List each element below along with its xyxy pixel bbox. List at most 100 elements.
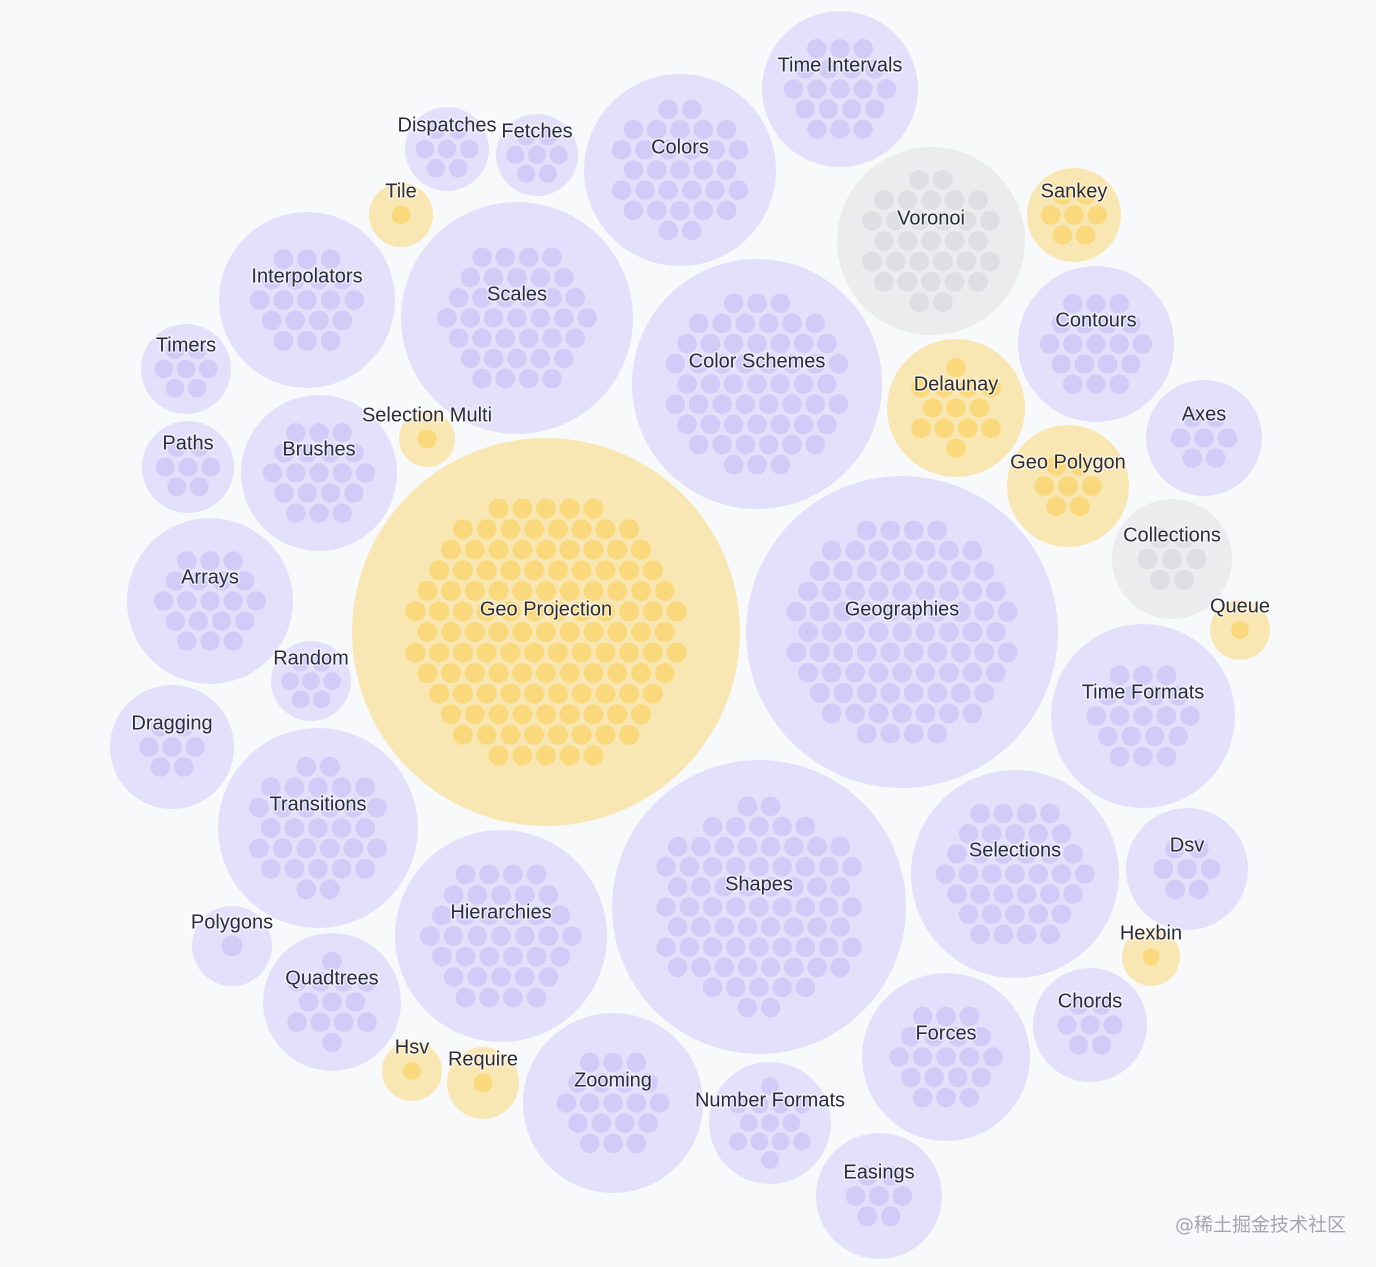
bubble-label: Scales	[487, 283, 547, 305]
bubble-dots	[473, 1073, 493, 1093]
bubble-label: Zooming	[574, 1069, 652, 1091]
bubble-label: Fetches	[501, 120, 572, 142]
bubble-polygons[interactable]: Polygons	[189, 906, 275, 986]
bubble-label: Shapes	[725, 873, 793, 895]
bubble-label: Easings	[843, 1161, 914, 1183]
bubble-dots	[249, 249, 365, 351]
bubble-zooming[interactable]: Zooming	[523, 1013, 703, 1193]
bubble-dots	[221, 935, 243, 957]
bubble-dots	[1057, 995, 1123, 1055]
bubble-label: Hsv	[395, 1036, 429, 1058]
bubble-forces[interactable]: Forces	[862, 973, 1030, 1141]
bubble-dots	[783, 39, 897, 139]
bubble-label: Number Formats	[695, 1089, 845, 1111]
bubble-quadtrees[interactable]: Quadtrees	[263, 933, 401, 1071]
bubble-dots	[1153, 838, 1221, 900]
bubble-label: Hexbin	[1120, 922, 1182, 944]
bubble-label: Selection Multi	[362, 404, 492, 426]
bubble-dots	[391, 205, 411, 225]
bubble-shapes[interactable]: Shapes	[612, 760, 906, 1054]
bubble-dots	[1231, 621, 1249, 639]
bubble-require[interactable]: Require	[446, 1047, 520, 1119]
bubble-voronoi[interactable]: Voronoi	[837, 147, 1025, 335]
watermark: @稀土掘金技术社区	[1174, 1214, 1346, 1236]
bubble-time-formats[interactable]: Time Formats	[1051, 624, 1235, 808]
bubble-label: Contours	[1055, 309, 1136, 331]
bubble-collections[interactable]: Collections	[1112, 499, 1232, 619]
bubble-label: Axes	[1182, 403, 1226, 425]
bubble-geo-projection[interactable]: Geo Projection	[352, 438, 740, 826]
bubble-label: Geographies	[845, 598, 960, 620]
bubble-random[interactable]: Random	[271, 641, 351, 721]
bubble-label: Dispatches	[398, 114, 497, 136]
bubble-queue[interactable]: Queue	[1208, 594, 1272, 660]
bubble-dots	[845, 1165, 913, 1227]
bubble-dots	[155, 437, 221, 497]
bubble-dots	[403, 1062, 421, 1080]
bubble-axes[interactable]: Axes	[1146, 380, 1262, 496]
bubble-dots	[287, 951, 377, 1053]
bubble-dots	[611, 99, 749, 241]
bubble-dots	[729, 1077, 811, 1169]
bubble-label: Random	[273, 647, 349, 669]
bubble-dots	[556, 1052, 670, 1154]
bubble-label: Arrays	[181, 566, 239, 588]
bubble-dots	[281, 653, 341, 709]
bubble-interpolators[interactable]: Interpolators	[219, 212, 395, 388]
bubble-label: Voronoi	[897, 207, 965, 229]
bubble-label: Transitions	[269, 793, 366, 815]
bubble-tile[interactable]: Tile	[369, 179, 433, 247]
bubble-dots	[862, 169, 1000, 313]
bubble-label: Paths	[162, 432, 213, 454]
bubble-label: Timers	[156, 334, 216, 356]
bubble-dots	[1170, 408, 1238, 469]
bubble-color-schemes[interactable]: Color Schemes	[632, 259, 882, 509]
bubble-arrays[interactable]: Arrays	[127, 518, 293, 684]
bubble-time-intervals[interactable]: Time Intervals	[762, 11, 918, 167]
bubble-dsv[interactable]: Dsv	[1126, 808, 1248, 930]
bubble-hsv[interactable]: Hsv	[382, 1035, 442, 1101]
bubble-dragging[interactable]: Dragging	[110, 685, 234, 809]
bubble-label: Require	[448, 1048, 518, 1070]
bubble-dots	[1041, 185, 1107, 245]
bubble-hierarchies[interactable]: Hierarchies	[395, 830, 607, 1042]
bubble-dots	[1039, 294, 1153, 394]
bubble-dots	[417, 429, 437, 449]
bubble-dispatches[interactable]: Dispatches	[396, 107, 498, 191]
bubble-dots	[1034, 455, 1102, 517]
bubble-fetches[interactable]: Fetches	[496, 114, 578, 196]
bubble-label: Interpolators	[251, 265, 362, 287]
bubble-dots	[911, 357, 1001, 459]
bubble-transitions[interactable]: Transitions	[218, 728, 418, 928]
bubble-delaunay[interactable]: Delaunay	[887, 339, 1025, 477]
bubble-selections[interactable]: Selections	[911, 770, 1119, 978]
bubble-label: Dsv	[1170, 834, 1204, 856]
bubble-geo-polygon[interactable]: Geo Polygon	[1007, 425, 1129, 547]
bubble-dots	[656, 796, 862, 1018]
bubble-dots	[405, 498, 687, 766]
bubble-label: Quadtrees	[285, 967, 378, 989]
bubble-dots	[1086, 665, 1200, 767]
bubble-contours[interactable]: Contours	[1018, 266, 1174, 422]
bubble-label: Dragging	[131, 712, 212, 734]
bubble-label: Forces	[915, 1022, 976, 1044]
bubble-paths[interactable]: Paths	[142, 421, 234, 513]
bubble-hexbin[interactable]: Hexbin	[1118, 921, 1184, 986]
bubble-scales[interactable]: Scales	[401, 202, 633, 434]
bubble-label: Geo Polygon	[1010, 451, 1126, 473]
bubble-sankey[interactable]: Sankey	[1027, 168, 1121, 262]
bubble-dots	[1137, 527, 1207, 591]
bubble-dots	[420, 864, 582, 1008]
bubble-geographies[interactable]: Geographies	[746, 476, 1058, 788]
bubble-number-formats[interactable]: Number Formats	[693, 1062, 847, 1184]
bubble-label: Colors	[651, 136, 709, 158]
bubble-label: Chords	[1058, 990, 1122, 1012]
bubble-colors[interactable]: Colors	[584, 74, 776, 266]
bubble-chords[interactable]: Chords	[1033, 968, 1147, 1082]
bubble-brushes[interactable]: Brushes	[241, 395, 397, 551]
bubble-timers[interactable]: Timers	[141, 324, 231, 414]
bubble-selection-multi[interactable]: Selection Multi	[360, 403, 494, 467]
bubble-easings[interactable]: Easings	[816, 1133, 942, 1259]
bubble-label: Geo Projection	[480, 598, 612, 620]
